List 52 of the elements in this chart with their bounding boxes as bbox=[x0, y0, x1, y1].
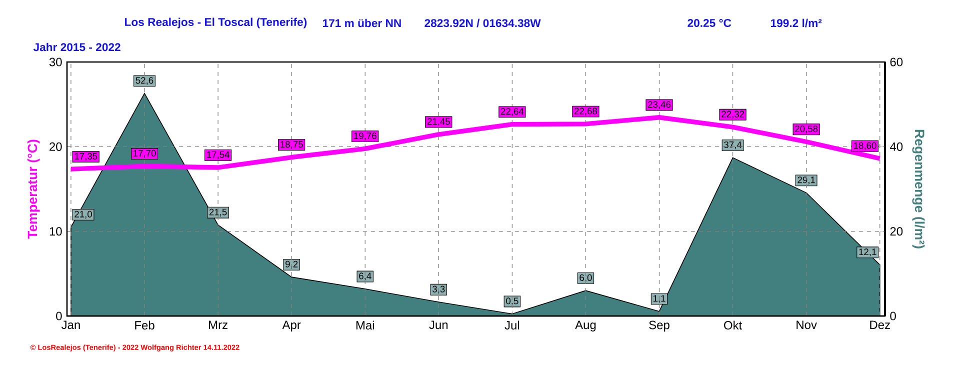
data-label: 0,5 bbox=[506, 298, 518, 306]
text: 2823.92N / 01634.38W bbox=[424, 18, 541, 28]
y-tick-label: 10 bbox=[50, 227, 62, 236]
data-label: 3,3 bbox=[432, 286, 445, 294]
y-axis-title: Temperatur (°C) bbox=[27, 140, 40, 239]
data-label: 21,5 bbox=[209, 208, 227, 216]
x-tick-label: Mai bbox=[356, 320, 374, 330]
data-label: 22,32 bbox=[722, 110, 744, 118]
data-label: 20,58 bbox=[795, 126, 818, 134]
x-tick-label: Dez bbox=[870, 320, 890, 330]
y-tick-label: 0 bbox=[56, 312, 62, 320]
x-tick-label: Apr bbox=[282, 320, 301, 332]
x-tick-label: Jan bbox=[61, 320, 80, 330]
x-tick-label: Jul bbox=[504, 320, 520, 330]
y2-tick-label: 20 bbox=[890, 227, 903, 236]
data-label: 9,2 bbox=[286, 260, 298, 269]
data-label: 29,1 bbox=[798, 176, 815, 184]
data-label: 21,0 bbox=[74, 210, 92, 219]
data-label: 18,75 bbox=[280, 141, 303, 149]
data-label: 17,35 bbox=[74, 152, 98, 161]
data-label: 1,1 bbox=[653, 295, 666, 303]
data-label: 17,70 bbox=[134, 150, 156, 158]
data-label: 12,1 bbox=[859, 248, 876, 256]
data-label: 23,46 bbox=[648, 101, 671, 109]
chart-title: Los Realejos - El Toscal (Tenerife) bbox=[125, 18, 307, 28]
data-label: 37,4 bbox=[724, 141, 742, 150]
text: 199.2 l/m² bbox=[770, 18, 822, 28]
data-label: 52,6 bbox=[136, 77, 154, 85]
data-label: 6,4 bbox=[359, 272, 372, 280]
data-label: 22,64 bbox=[500, 108, 524, 116]
x-tick-label: Feb bbox=[135, 320, 154, 330]
y-tick-label: 30 bbox=[49, 58, 62, 66]
data-label: 17,54 bbox=[207, 151, 230, 159]
x-tick-label: Jun bbox=[429, 320, 448, 330]
text: 20.25 °C bbox=[688, 18, 732, 28]
data-label: 19,76 bbox=[354, 132, 376, 140]
chart-subtitle: Jahr 2015 - 2022 bbox=[33, 42, 120, 52]
y-tick-label: 20 bbox=[50, 142, 62, 151]
y2-tick-label: 0 bbox=[890, 312, 896, 320]
y2-tick-label: 60 bbox=[890, 58, 903, 66]
x-tick-label: Aug bbox=[575, 320, 596, 332]
data-label: 21,45 bbox=[427, 118, 450, 126]
x-tick-label: Sep bbox=[649, 320, 670, 332]
y2-axis-title: Regenmenge (l/m²) bbox=[912, 130, 925, 248]
data-label: 22,68 bbox=[574, 108, 597, 116]
data-label: 18,60 bbox=[854, 142, 876, 150]
text: 171 m über NN bbox=[322, 18, 401, 28]
y2-tick-label: 40 bbox=[890, 142, 903, 151]
data-label: 6,0 bbox=[580, 274, 592, 282]
x-tick-label: Nov bbox=[796, 320, 817, 330]
x-tick-label: Mrz bbox=[209, 320, 228, 329]
x-tick-label: Okt bbox=[724, 320, 742, 330]
